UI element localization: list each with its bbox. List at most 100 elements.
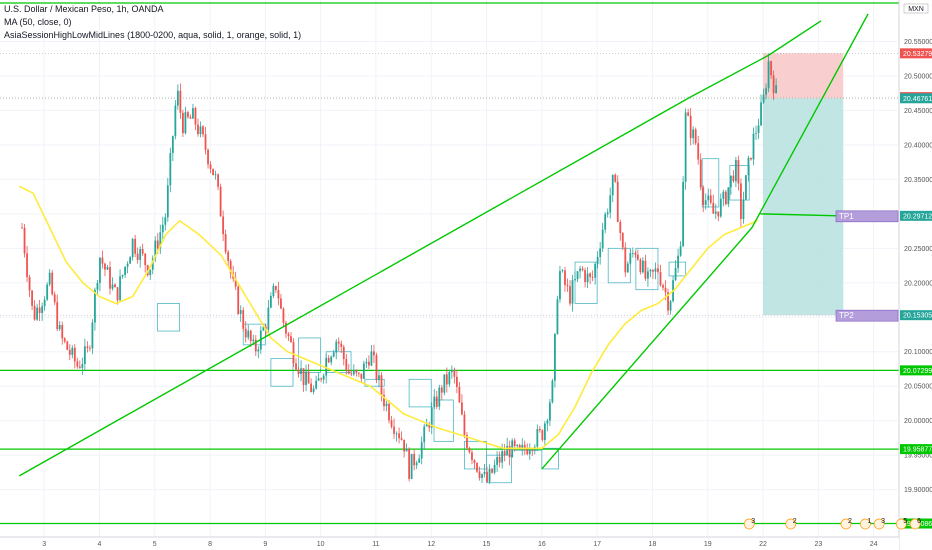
time-axis[interactable]: 3 4 5 8 9 10 11 12 15 16 17 18 19 22 23 24 <box>0 536 899 550</box>
candle-body-285 <box>737 160 740 184</box>
candle-body-208 <box>543 423 546 441</box>
candle-body-136 <box>362 363 365 379</box>
stop-loss-zone <box>763 53 844 99</box>
candle-body-101 <box>275 286 277 290</box>
price-axis[interactable]: 19.90000 19.95000 20.00000 20.05000 20.10000… <box>898 0 932 550</box>
candle-body-145 <box>385 403 388 407</box>
candle-body-110 <box>297 369 300 375</box>
candle-body-142 <box>378 375 380 380</box>
candle-body-29 <box>94 289 96 323</box>
candle-body-115 <box>310 383 312 393</box>
candle-body-275 <box>712 202 715 214</box>
candle-body-246 <box>639 259 642 273</box>
candle-body-217 <box>566 285 569 287</box>
candle-body-224 <box>584 270 586 283</box>
candle-body-261 <box>677 255 679 268</box>
candle-body-114 <box>307 371 310 384</box>
session-box-11 <box>541 447 559 470</box>
candle-body-160 <box>423 426 426 443</box>
candle-body-143 <box>380 375 383 395</box>
candle-body-280 <box>724 191 727 205</box>
price-label-bg-0 <box>900 48 932 59</box>
candle-body-139 <box>370 351 373 366</box>
candle-body-16 <box>61 324 64 339</box>
event-badge-4: 3 <box>873 518 885 530</box>
candle-body-172 <box>453 370 456 377</box>
candle-body-98 <box>267 307 270 330</box>
candle-body-40 <box>121 274 124 277</box>
time-tick-8: 15 <box>483 541 491 548</box>
candle-body-253 <box>657 268 659 273</box>
candle-body-256 <box>664 287 667 293</box>
candle-body-6 <box>36 307 39 320</box>
currency-badge: MXN <box>903 3 929 14</box>
candle-body-137 <box>365 361 368 364</box>
candle-body-250 <box>649 269 652 272</box>
candle-body-240 <box>624 247 627 273</box>
candle-body-157 <box>415 462 418 466</box>
price-label-bg-3 <box>900 210 932 221</box>
candle-body-267 <box>692 129 695 139</box>
price-label-6: 19.95877 <box>903 447 932 454</box>
candle-body-93 <box>254 339 257 352</box>
candle-body-15 <box>58 324 61 330</box>
candle-body-152 <box>403 439 406 452</box>
candle-body-244 <box>634 253 637 255</box>
time-tick-0: 3 <box>42 541 46 548</box>
candle-body-188 <box>493 464 496 473</box>
candle-body-222 <box>579 268 581 272</box>
candle-body-164 <box>433 396 436 408</box>
candle-body-12 <box>51 272 54 295</box>
price-tick-3: 20.05000 <box>904 384 932 391</box>
candle-body-9 <box>43 299 46 307</box>
candle-body-96 <box>262 326 265 331</box>
candle-body-56 <box>161 224 164 233</box>
candle-body-51 <box>149 269 152 276</box>
candle-body-211 <box>551 380 554 403</box>
candle-body-167 <box>440 387 443 393</box>
candle-body-186 <box>488 468 491 482</box>
candle-body-166 <box>438 387 441 407</box>
candle-body-207 <box>541 430 544 441</box>
candle-body-111 <box>300 368 302 375</box>
candle-body-106 <box>287 333 290 337</box>
candle-body-274 <box>709 195 712 203</box>
price-tick-13: 20.55000 <box>904 39 932 46</box>
candle-body-45 <box>134 238 137 254</box>
candle-body-151 <box>400 438 403 440</box>
candle-body-247 <box>641 260 644 273</box>
candle-body-65 <box>184 112 187 134</box>
candle-body-243 <box>631 253 634 254</box>
candle-body-297 <box>767 61 770 89</box>
time-tick-6: 11 <box>372 541 379 548</box>
candle-body-283 <box>732 175 735 182</box>
candle-body-26 <box>86 346 89 348</box>
candle-body-185 <box>486 471 488 482</box>
candle-body-290 <box>750 157 752 160</box>
candle-body-264 <box>684 112 687 182</box>
ma-50-line <box>18 185 758 450</box>
candle-body-187 <box>491 468 493 473</box>
candle-body-194 <box>508 445 511 458</box>
candle-body-235 <box>611 174 614 196</box>
event-badge-count-0: 3 <box>751 518 755 525</box>
ma-indicator-label[interactable]: MA (50, close, 0) <box>4 17 72 27</box>
candle-body-171 <box>450 370 453 373</box>
candle-body-79 <box>219 186 222 217</box>
candle-body-169 <box>445 374 448 385</box>
candle-body-33 <box>104 263 106 270</box>
candle-body-34 <box>106 267 109 270</box>
candle-body-176 <box>463 414 466 436</box>
event-badge-circle-6 <box>909 518 921 530</box>
candle-body-105 <box>285 322 287 334</box>
time-tick-12: 19 <box>704 541 712 548</box>
candle-body-300 <box>775 85 778 94</box>
candle-body-175 <box>461 402 463 415</box>
candle-body-168 <box>443 374 446 393</box>
candle-body-165 <box>435 396 438 407</box>
event-badge-1: 2 <box>785 518 797 530</box>
tp-label-bg-2 <box>835 309 899 322</box>
asia-indicator-label[interactable]: AsiaSessionHighLowMidLines (1800-0200, a… <box>4 30 302 40</box>
candle-body-183 <box>481 474 483 478</box>
